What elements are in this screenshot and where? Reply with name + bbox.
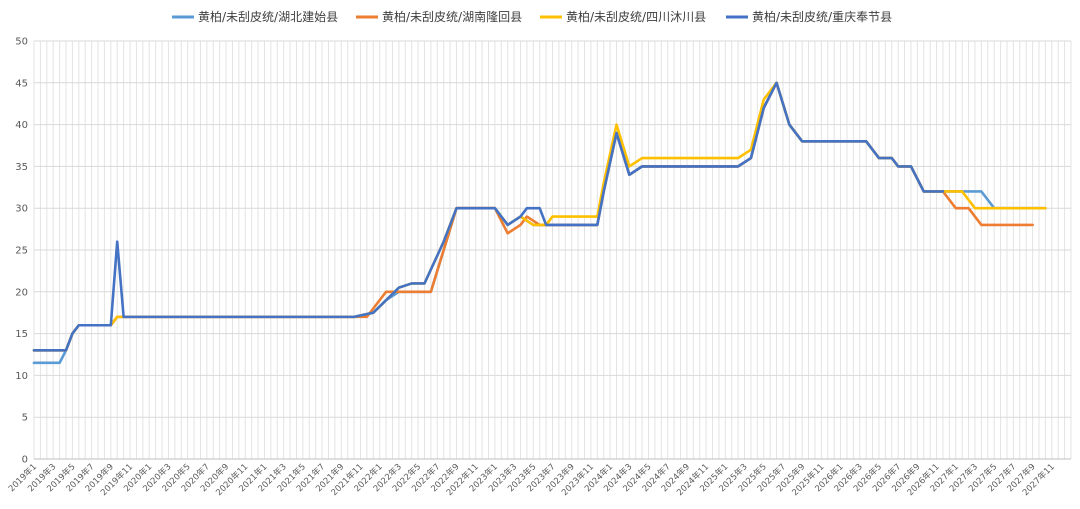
series-line-4 [32, 81, 945, 352]
y-tick-label: 30 [15, 204, 28, 215]
y-tick-label: 40 [15, 120, 28, 131]
y-tick-label: 10 [15, 371, 28, 382]
legend-item-1: 黄柏/未刮皮统/湖北建始县 [172, 9, 338, 24]
legend-item-3: 黄柏/未刮皮统/四川沐川县 [540, 9, 706, 24]
legend-item-4: 黄柏/未刮皮统/重庆奉节县 [726, 9, 892, 24]
y-tick-label: 20 [15, 287, 28, 298]
y-tick-label: 35 [15, 162, 28, 173]
gridlines [33, 40, 1072, 460]
legend-label: 黄柏/未刮皮统/湖南隆回县 [382, 9, 522, 24]
legend-label: 黄柏/未刮皮统/湖北建始县 [198, 9, 338, 24]
y-tick-label: 5 [22, 413, 28, 424]
series-lines [32, 81, 1047, 365]
legend-label: 黄柏/未刮皮统/重庆奉节县 [752, 9, 892, 24]
legend-item-2: 黄柏/未刮皮统/湖南隆回县 [356, 9, 522, 24]
y-tick-label: 45 [15, 78, 28, 89]
y-tick-label: 0 [22, 455, 28, 466]
legend: 黄柏/未刮皮统/湖北建始县 黄柏/未刮皮统/湖南隆回县 黄柏/未刮皮统/四川沐川县 黄… [172, 9, 892, 24]
y-tick-label: 25 [15, 246, 28, 257]
y-tick-label: 15 [15, 329, 28, 340]
y-tick-label: 50 [15, 37, 28, 48]
legend-label: 黄柏/未刮皮统/四川沐川县 [566, 9, 706, 24]
